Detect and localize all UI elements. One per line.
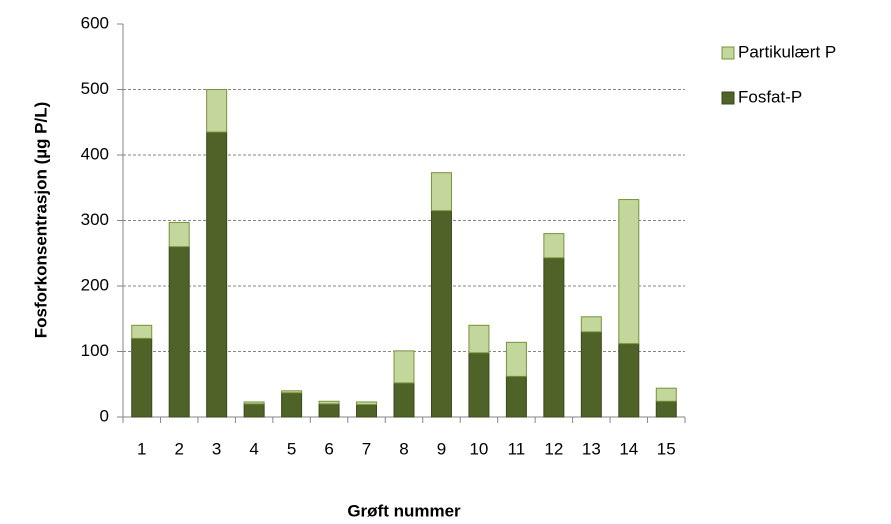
- bar-segment: [393, 382, 415, 418]
- x-tick-label: 8: [399, 439, 408, 458]
- bar-segment: [393, 350, 415, 384]
- y-tick-label: 300: [81, 210, 109, 229]
- legend-swatch: [721, 91, 735, 105]
- bar-segment: [618, 199, 640, 345]
- bar-segment: [505, 375, 527, 418]
- legend-swatch: [721, 46, 735, 60]
- x-tick-label: 7: [362, 439, 371, 458]
- legend-label: Partikulært P: [738, 42, 836, 61]
- bar-segment: [356, 401, 378, 406]
- x-tick-label: 15: [657, 439, 676, 458]
- bar-segment: [281, 392, 303, 418]
- bar-segment: [580, 316, 602, 333]
- bar-segment: [318, 400, 340, 405]
- x-tick-label: 12: [544, 439, 563, 458]
- x-tick-label: 4: [249, 439, 258, 458]
- bar-segment: [206, 89, 228, 133]
- bar-segment: [468, 324, 490, 354]
- x-tick-label: 6: [324, 439, 333, 458]
- y-tick-label: 400: [81, 144, 109, 163]
- bar-segment: [430, 210, 452, 418]
- bar-segment: [430, 172, 452, 212]
- y-tick-label: 0: [100, 406, 109, 425]
- legend-label: Fosfat-P: [738, 87, 802, 106]
- bar-segment: [168, 246, 190, 418]
- y-tick-label: 600: [81, 13, 109, 32]
- bar-segment: [243, 403, 265, 418]
- bar-segment: [206, 131, 228, 418]
- bar-segment: [243, 401, 265, 405]
- bar-segment: [356, 404, 378, 418]
- bar-segment: [505, 341, 527, 377]
- x-tick-label: 10: [469, 439, 488, 458]
- y-tick-label: 200: [81, 275, 109, 294]
- bar-segment: [543, 233, 565, 259]
- y-tick-label: 100: [81, 341, 109, 360]
- x-tick-label: 3: [212, 439, 221, 458]
- bar-segment: [131, 324, 153, 339]
- bar-segment: [318, 403, 340, 418]
- bar-segment: [618, 343, 640, 418]
- x-tick-label: 1: [137, 439, 146, 458]
- bar-segment: [168, 221, 190, 248]
- x-axis-label: Grøft nummer: [347, 501, 461, 520]
- bar-segment: [655, 387, 677, 402]
- bar-segment: [655, 400, 677, 418]
- y-axis-label: Fosforkonsentrasjon (µg P/L): [31, 102, 50, 338]
- bar-segment: [543, 257, 565, 418]
- x-tick-label: 14: [619, 439, 638, 458]
- y-tick-label: 500: [81, 79, 109, 98]
- bar-segment: [281, 390, 303, 394]
- bar-segment: [580, 331, 602, 418]
- bar-segment: [468, 352, 490, 418]
- x-tick-label: 5: [287, 439, 296, 458]
- x-tick-label: 11: [508, 439, 526, 458]
- x-tick-label: 13: [582, 439, 601, 458]
- x-tick-label: 9: [437, 439, 446, 458]
- x-tick-label: 2: [174, 439, 183, 458]
- bar-segment: [131, 337, 153, 418]
